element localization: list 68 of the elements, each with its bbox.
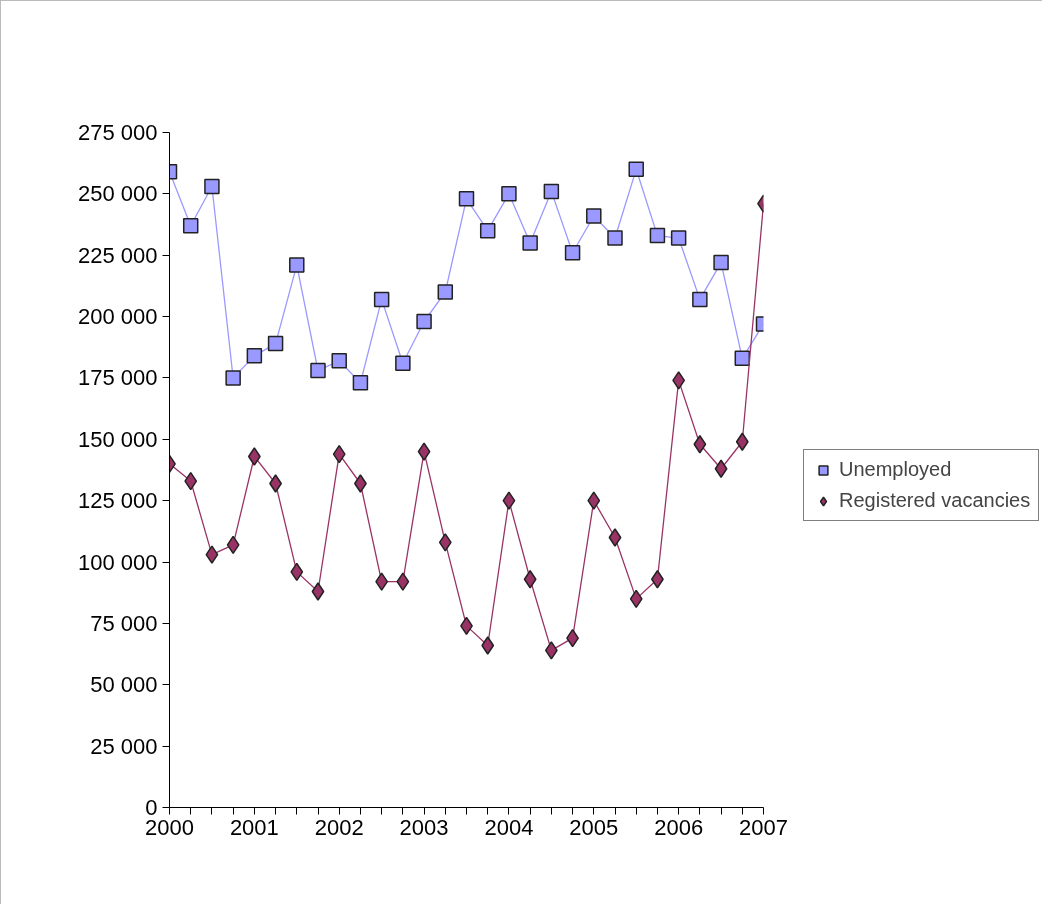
y-tick-label: 250 000 (77, 181, 158, 207)
point (544, 641, 558, 660)
point (735, 432, 749, 452)
point (246, 348, 263, 364)
point (458, 191, 475, 207)
point (714, 459, 728, 479)
point (182, 218, 199, 234)
x-tick-label: 2004 (484, 814, 534, 840)
x-tick-label: 2002 (314, 814, 364, 840)
x-tick-label: 2007 (739, 814, 788, 840)
y-tick-label: 125 000 (77, 488, 158, 514)
point (607, 230, 623, 246)
point (693, 434, 707, 454)
point (501, 186, 517, 202)
y-tick-label: 50 000 (90, 672, 158, 698)
legend-label: Unemployed (839, 458, 952, 481)
point (310, 362, 326, 379)
point (670, 230, 687, 246)
point (289, 257, 305, 273)
point (586, 208, 602, 224)
y-tick-label: 150 000 (77, 426, 158, 452)
point (416, 313, 432, 330)
point (672, 371, 686, 390)
point (373, 291, 390, 308)
y-tick-label: 175 000 (77, 365, 158, 391)
x-tick-label: 2001 (229, 814, 279, 840)
point (629, 589, 643, 609)
point (608, 528, 622, 547)
point (352, 375, 369, 391)
legend-label: Registered vacancies (839, 489, 1031, 512)
point (502, 491, 516, 510)
point (375, 572, 389, 591)
y-tick-label: 75 000 (90, 610, 158, 636)
point (225, 370, 241, 386)
x-tick-label: 2003 (399, 814, 449, 840)
x-tick-label: 2005 (569, 814, 619, 840)
point (543, 183, 560, 200)
point (692, 291, 708, 308)
point (267, 335, 284, 352)
point (331, 353, 347, 369)
point (205, 545, 219, 564)
point (184, 471, 198, 491)
point (290, 562, 304, 582)
point (481, 636, 495, 655)
point (204, 178, 220, 195)
x-tick-label: 2006 (654, 814, 704, 840)
y-tick-label: 200 000 (77, 304, 158, 330)
y-tick-label: 225 000 (77, 242, 158, 268)
point (395, 355, 411, 371)
point (713, 254, 729, 271)
point (226, 535, 240, 555)
point (437, 284, 454, 300)
y-tick-label: 100 000 (77, 549, 158, 575)
point (417, 442, 431, 461)
point (479, 222, 496, 239)
point (649, 227, 666, 244)
point (311, 582, 325, 601)
point (247, 447, 261, 466)
point (438, 533, 452, 552)
y-tick-label: 275 000 (77, 120, 158, 145)
point (332, 444, 346, 464)
point (587, 491, 601, 510)
point (522, 235, 538, 251)
y-tick-label: 25 000 (90, 733, 158, 759)
point (523, 569, 537, 589)
point (564, 245, 581, 261)
point (396, 572, 410, 591)
point (628, 161, 644, 178)
